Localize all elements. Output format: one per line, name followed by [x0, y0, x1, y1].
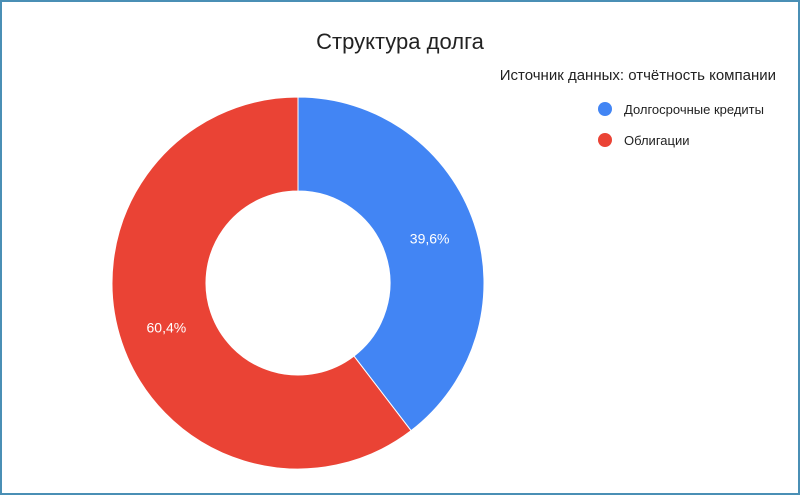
pie-slice-1[interactable] — [111, 96, 412, 470]
legend-item-bonds[interactable]: Облигации — [598, 131, 764, 149]
chart-subtitle: Источник данных: отчётность компании — [499, 67, 776, 84]
chart-legend: Долгосрочные кредиты Облигации — [598, 100, 764, 162]
legend-label: Долгосрочные кредиты — [624, 101, 764, 117]
pie-slice-0[interactable] — [297, 96, 485, 432]
legend-dot-icon — [598, 133, 612, 147]
slice-data-label-0: 39,6% — [410, 230, 450, 246]
legend-label: Облигации — [624, 132, 690, 148]
legend-item-long-term-loans[interactable]: Долгосрочные кредиты — [598, 100, 764, 118]
chart-title: Структура долга — [316, 29, 484, 54]
legend-dot-icon — [598, 102, 612, 116]
slice-data-label-1: 60,4% — [147, 320, 187, 336]
